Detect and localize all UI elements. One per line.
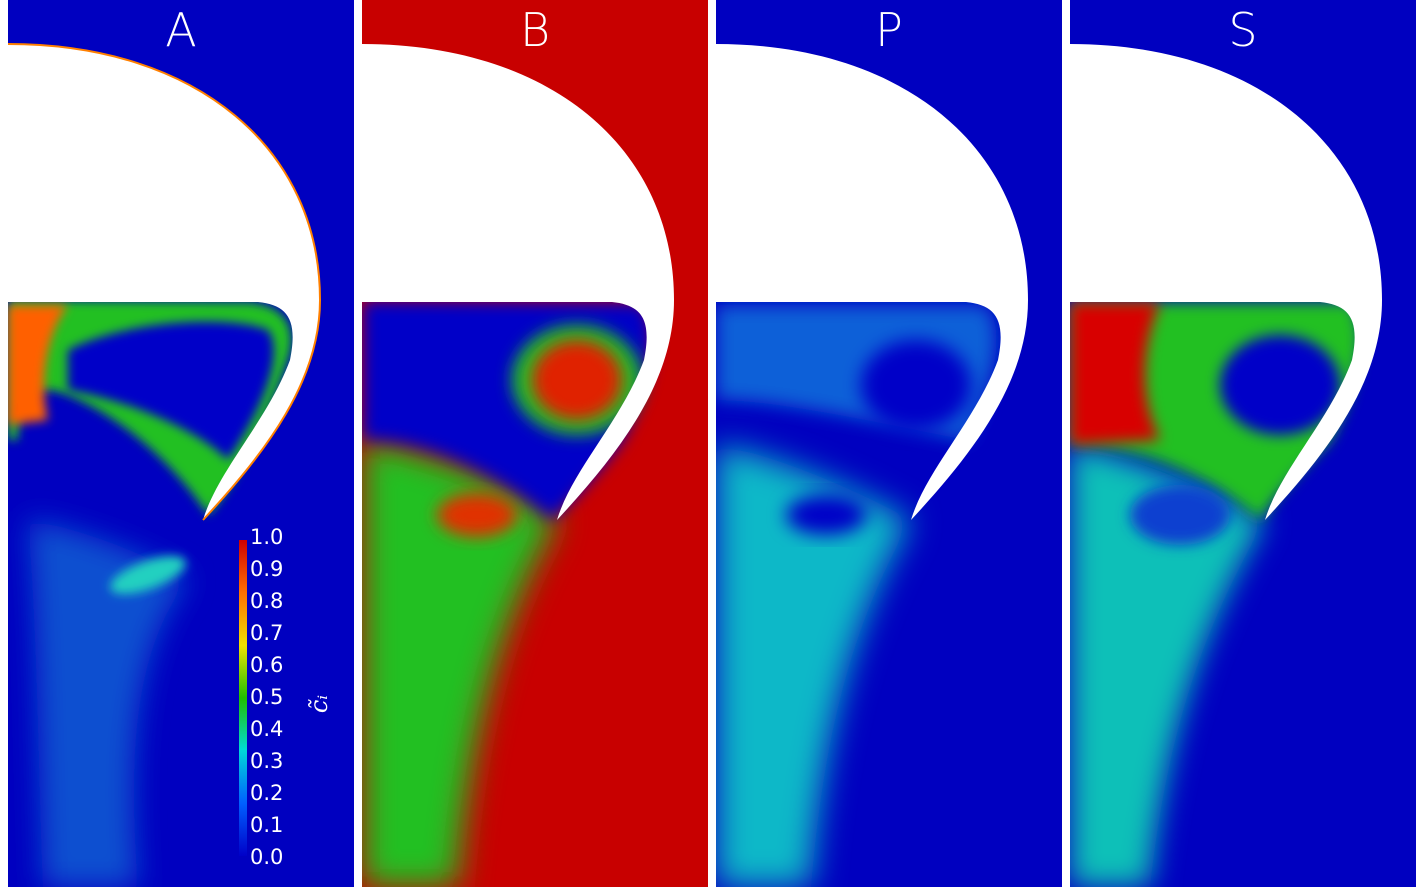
- panel-a: A 1.0 0.9 0.8 0.7 0.6 0.5 0.4 0.3 0.2 0.…: [8, 0, 354, 887]
- colorbar-tick: 0.8: [250, 589, 284, 613]
- colorbar-tick: 1.0: [250, 525, 284, 549]
- colorbar-tick: 0.6: [250, 653, 284, 677]
- colorbar-tick: 0.1: [250, 813, 284, 837]
- panel-title: B: [519, 3, 551, 57]
- colorbar-tick: 0.3: [250, 749, 284, 773]
- panel-title: S: [1228, 3, 1258, 57]
- colorbar-tick: 0.7: [250, 621, 284, 645]
- field-plot-a: [8, 0, 354, 887]
- colorbar: [239, 540, 247, 856]
- panel-title: P: [875, 3, 903, 57]
- field-plot-p: [716, 0, 1062, 887]
- field-plot-s: [1070, 0, 1416, 887]
- colorbar-tick: 0.9: [250, 557, 284, 581]
- colorbar-label: c̃ᵢ: [305, 694, 334, 714]
- colorbar-tick: 0.2: [250, 781, 284, 805]
- colorbar-tick: 0.5: [250, 685, 284, 709]
- field-plot-b: [362, 0, 708, 887]
- panel-s: S: [1070, 0, 1416, 887]
- panel-title: A: [165, 3, 197, 57]
- panel-b: B: [362, 0, 708, 887]
- colorbar-tick: 0.4: [250, 717, 284, 741]
- colorbar-tick: 0.0: [250, 845, 284, 869]
- panel-p: P: [716, 0, 1062, 887]
